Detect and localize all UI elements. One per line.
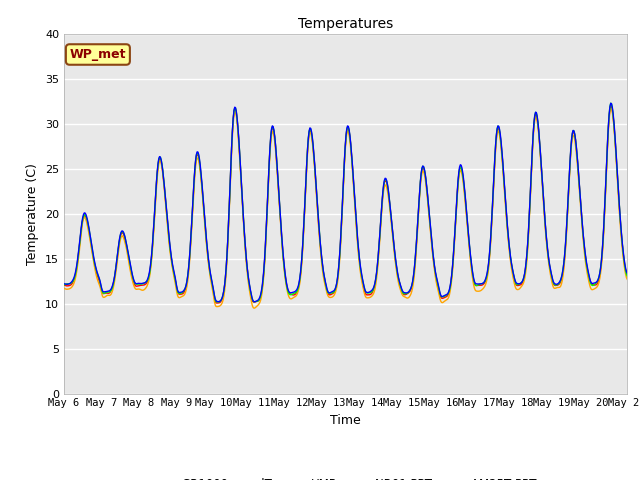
- NR01 PRT: [415, 201, 422, 206]
- HMP: [128, 276, 136, 282]
- NR01 PRT: [70, 276, 78, 282]
- CR1000 panelT: [128, 273, 136, 279]
- CR1000 panelT: [415, 202, 422, 208]
- AM25T PRT: [431, 268, 439, 274]
- CR1000 panelT: [216, 300, 224, 305]
- AM25T PRT: [623, 270, 631, 276]
- CR1000 panelT: [623, 273, 631, 278]
- Line: HMP: HMP: [64, 108, 627, 308]
- HMP: [70, 280, 78, 286]
- NR01 PRT: [186, 257, 193, 263]
- NR01 PRT: [214, 299, 222, 305]
- Legend: CR1000 panelT, HMP, NR01 PRT, AM25T PRT: CR1000 panelT, HMP, NR01 PRT, AM25T PRT: [150, 473, 541, 480]
- AM25T PRT: [215, 299, 223, 304]
- AM25T PRT: [60, 281, 68, 287]
- CR1000 panelT: [607, 103, 614, 108]
- AM25T PRT: [186, 257, 193, 263]
- HMP: [607, 106, 614, 111]
- Y-axis label: Temperature (C): Temperature (C): [26, 163, 40, 264]
- HMP: [623, 276, 631, 282]
- NR01 PRT: [216, 299, 224, 304]
- HMP: [186, 262, 193, 268]
- AM25T PRT: [128, 271, 136, 276]
- CR1000 panelT: [431, 270, 439, 276]
- NR01 PRT: [607, 100, 614, 106]
- HMP: [215, 303, 223, 309]
- CR1000 panelT: [186, 258, 193, 264]
- AM25T PRT: [607, 100, 614, 106]
- Line: CR1000 panelT: CR1000 panelT: [64, 106, 627, 303]
- HMP: [250, 305, 258, 311]
- HMP: [415, 205, 422, 211]
- AM25T PRT: [415, 201, 422, 207]
- NR01 PRT: [128, 272, 136, 277]
- AM25T PRT: [70, 274, 78, 280]
- CR1000 panelT: [60, 282, 68, 288]
- NR01 PRT: [623, 273, 631, 279]
- HMP: [60, 286, 68, 291]
- HMP: [431, 274, 439, 279]
- AM25T PRT: [250, 299, 258, 305]
- Text: WP_met: WP_met: [70, 48, 126, 61]
- NR01 PRT: [431, 269, 439, 275]
- X-axis label: Time: Time: [330, 414, 361, 427]
- Line: AM25T PRT: AM25T PRT: [64, 103, 627, 302]
- NR01 PRT: [60, 282, 68, 288]
- CR1000 panelT: [213, 300, 221, 306]
- Title: Temperatures: Temperatures: [298, 17, 393, 31]
- CR1000 panelT: [70, 276, 78, 282]
- Line: NR01 PRT: NR01 PRT: [64, 103, 627, 302]
